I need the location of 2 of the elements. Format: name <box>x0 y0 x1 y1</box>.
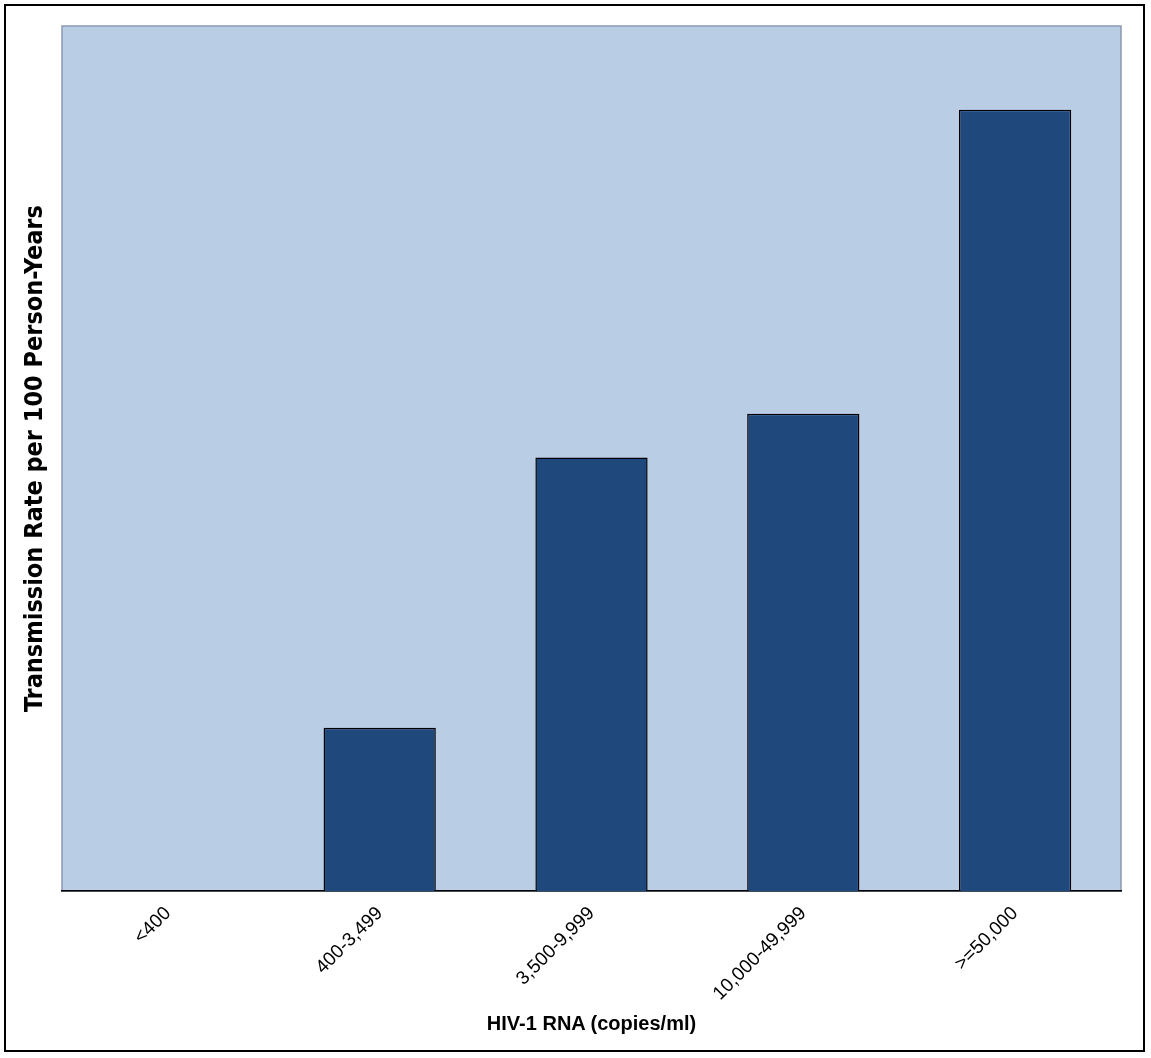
y-axis-title: Transmission Rate per 100 Person-Years <box>18 205 48 713</box>
x-axis-title: HIV-1 RNA (copies/ml) <box>486 1011 697 1034</box>
